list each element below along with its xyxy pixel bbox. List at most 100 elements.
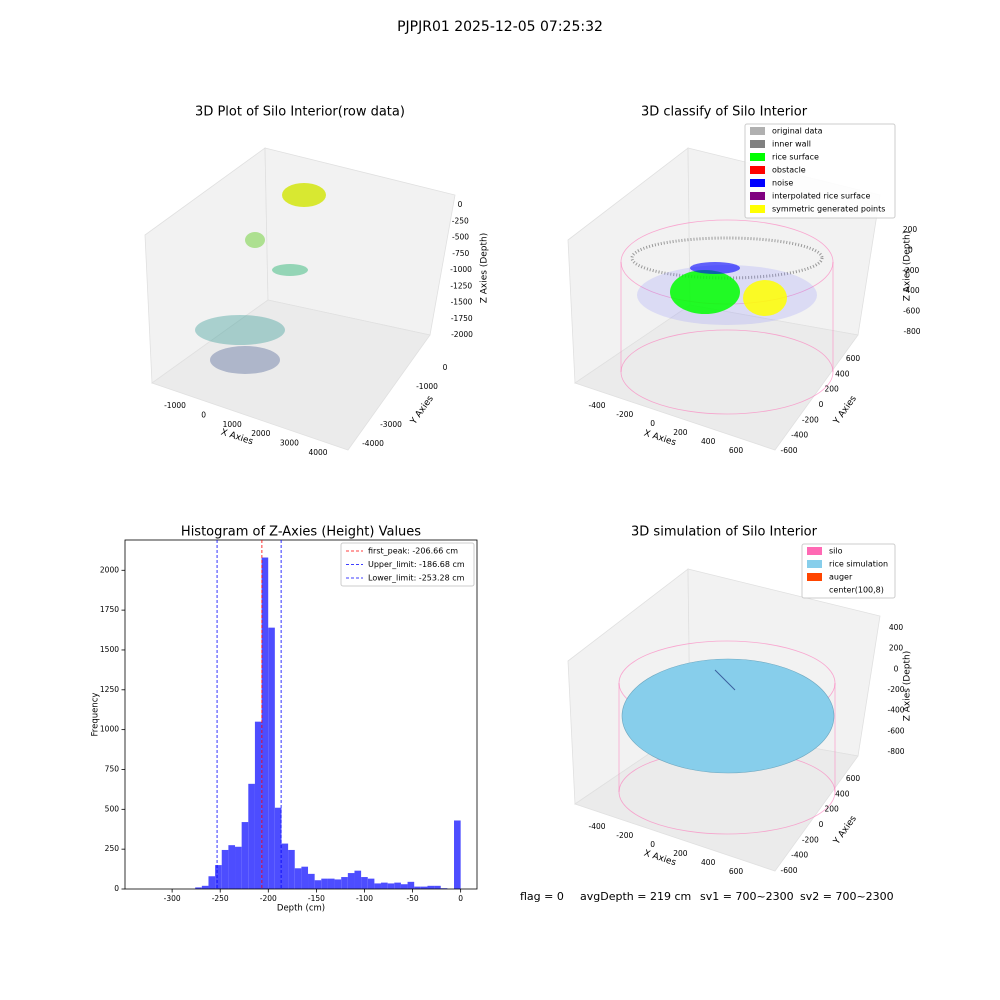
panel-title: 3D simulation of Silo Interior — [631, 525, 818, 540]
legend-label: original data — [772, 127, 823, 136]
bar — [374, 883, 382, 889]
status-text: flag = 0 — [520, 890, 564, 903]
z-axis-label: Z Axies (Depth) — [903, 651, 913, 722]
legend-label: Lower_limit: -253.28 cm — [368, 574, 465, 583]
x-tick-label: -400 — [588, 822, 605, 831]
legend-label: noise — [772, 179, 793, 188]
legend-label: interpolated rice surface — [772, 192, 870, 201]
z-tick-label: -500 — [452, 233, 469, 242]
y-axis-label: Frequency — [91, 693, 101, 737]
x-tick-label: -200 — [260, 894, 277, 903]
legend-label: symmetric generated points — [772, 205, 885, 214]
legend-swatch — [807, 560, 822, 568]
y-tick-label: 1500 — [100, 645, 119, 654]
bar — [420, 886, 428, 889]
legend-label: silo — [829, 547, 843, 556]
x-tick-label: -150 — [308, 894, 325, 903]
bar — [254, 721, 262, 889]
bar — [195, 887, 202, 889]
x-tick-label: 3000 — [280, 439, 299, 448]
legend-label: inner wall — [772, 140, 811, 149]
panel-title: 3D Plot of Silo Interior(row data) — [195, 105, 405, 120]
x-tick-label: 4000 — [308, 448, 327, 457]
bar — [294, 868, 302, 889]
bar — [321, 878, 328, 889]
x-tick-label: -50 — [406, 894, 418, 903]
y-tick-label: -200 — [802, 415, 819, 424]
z-tick-label: -2000 — [451, 330, 473, 339]
x-tick-label: 600 — [729, 446, 744, 455]
x-tick-label: -300 — [164, 894, 181, 903]
z-tick-label: -1750 — [451, 314, 473, 323]
bar — [288, 849, 295, 889]
bar — [434, 885, 441, 889]
y-tick-label: 600 — [846, 354, 861, 363]
z-tick-label: 0 — [894, 664, 899, 673]
bar — [261, 557, 269, 889]
x-tick-label: -1000 — [164, 401, 186, 410]
y-tick-label: 0 — [819, 820, 824, 829]
bar — [215, 865, 222, 889]
y-tick-label: 1750 — [100, 605, 119, 614]
y-tick-label: 200 — [825, 385, 840, 394]
y-tick-label: -600 — [780, 866, 797, 875]
y-tick-label: -3000 — [380, 420, 402, 429]
x-tick-label: 0 — [650, 419, 655, 428]
z-tick-label: 0 — [458, 200, 463, 209]
y-tick-label: 1250 — [100, 685, 119, 694]
legend-swatch — [750, 127, 765, 135]
legend-swatch — [750, 153, 765, 161]
x-tick-label: -100 — [356, 894, 373, 903]
legend-label: center(100,8) — [829, 586, 884, 595]
bar — [367, 878, 375, 889]
z-tick-label: -600 — [903, 307, 920, 316]
z-tick-label: -1500 — [451, 298, 473, 307]
y-tick-label: 250 — [105, 844, 120, 853]
x-tick-label: 400 — [701, 858, 716, 867]
panel-title: Histogram of Z-Axies (Height) Values — [181, 525, 421, 540]
z-tick-label: -400 — [903, 286, 920, 295]
bar — [208, 876, 216, 889]
legend-swatch — [750, 140, 765, 148]
bar — [308, 873, 315, 889]
legend-label: Upper_limit: -186.68 cm — [368, 560, 465, 569]
z-tick-label: -800 — [903, 327, 920, 336]
bar — [201, 885, 209, 889]
bar — [221, 849, 229, 889]
bar — [248, 783, 255, 889]
z-tick-label: -600 — [887, 726, 904, 735]
y-tick-label: -400 — [791, 431, 808, 440]
y-tick-label: 500 — [105, 804, 120, 813]
status-text: sv2 = 700~2300 — [800, 890, 894, 903]
z-tick-label: -1250 — [450, 281, 472, 290]
x-tick-label: -400 — [588, 401, 605, 410]
y-tick-label: -600 — [780, 446, 797, 455]
y-tick-label: 600 — [846, 774, 861, 783]
bar — [228, 845, 236, 889]
x-tick-label: 200 — [673, 849, 688, 858]
x-tick-label: -200 — [616, 410, 633, 419]
y-tick-label: -400 — [791, 851, 808, 860]
legend-label: first_peak: -206.66 cm — [368, 547, 458, 556]
x-tick-label: 400 — [701, 437, 716, 446]
legend-box — [340, 542, 475, 587]
x-axis-label: Depth (cm) — [277, 904, 325, 914]
z-axis-label: Z Axies (Depth) — [903, 231, 913, 302]
z-tick-label: -750 — [452, 249, 469, 258]
z-axis-label: Z Axies (Depth) — [480, 233, 490, 304]
x-tick-label: 0 — [650, 840, 655, 849]
legend-swatch — [807, 573, 822, 581]
z-tick-label: 0 — [908, 245, 913, 254]
z-tick-label: 400 — [889, 623, 904, 632]
bar — [314, 880, 322, 889]
z-tick-label: 200 — [889, 644, 904, 653]
panel-4-box — [567, 568, 881, 872]
legend-label: obstacle — [772, 166, 806, 175]
suptitle: PJPJR01 2025-12-05 07:25:32 — [397, 19, 603, 35]
bar — [347, 873, 355, 889]
z-tick-label: -400 — [887, 706, 904, 715]
x-tick-label: 200 — [673, 428, 688, 437]
z-tick-label: -1000 — [450, 265, 472, 274]
y-tick-label: 0 — [819, 400, 824, 409]
legend-label: auger — [829, 573, 853, 582]
